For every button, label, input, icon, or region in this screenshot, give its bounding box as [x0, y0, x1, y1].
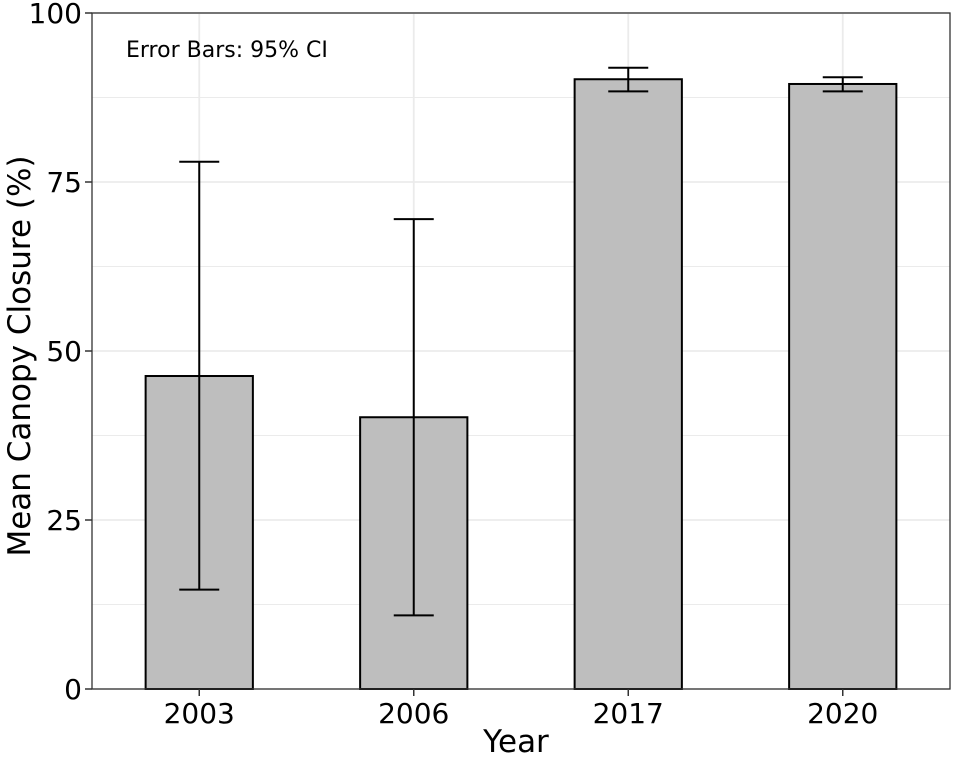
- y-tick-label: 50: [46, 335, 82, 368]
- bar-2017: [573, 78, 683, 691]
- x-tick-label: 2006: [378, 697, 449, 730]
- x-tick-label: 2003: [164, 697, 235, 730]
- axes: 0 25 50 75 100 2003 2006 2017 2020: [29, 0, 879, 730]
- error-bar-2020: [822, 76, 863, 93]
- y-tick-label: 25: [46, 504, 82, 537]
- y-tick-label: 100: [29, 0, 82, 30]
- y-axis-title: Mean Canopy Closure (%): [2, 155, 38, 556]
- y-tick-label: 75: [46, 166, 82, 199]
- y-tick-label: 0: [64, 673, 82, 706]
- x-axis-title: Year: [482, 724, 549, 760]
- error-bar-2017: [608, 66, 649, 93]
- bar-2020: [788, 82, 898, 691]
- x-tick-label: 2017: [593, 697, 664, 730]
- error-bar-2003: [179, 160, 220, 591]
- x-tick-label: 2020: [807, 697, 878, 730]
- error-bars: [179, 66, 863, 617]
- error-bar-annotation: Error Bars: 95% CI: [126, 38, 328, 63]
- error-bar-2006: [393, 218, 434, 617]
- bars: [144, 78, 898, 691]
